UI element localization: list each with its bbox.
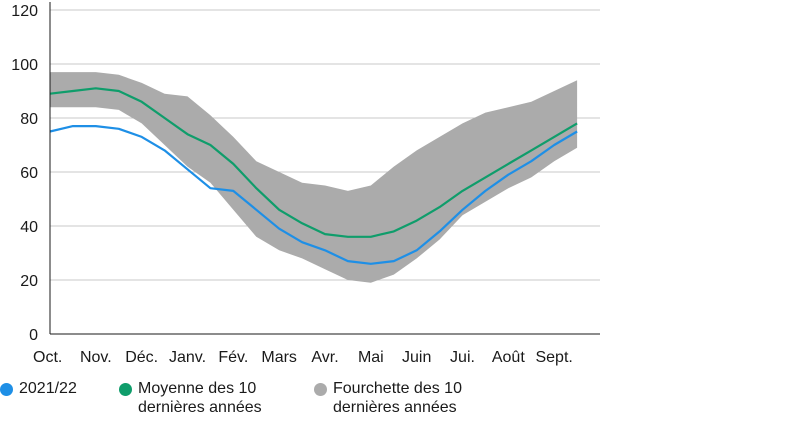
legend-dot-icon (314, 383, 327, 396)
x-tick-label: Août (492, 349, 525, 366)
y-tick-label: 0 (29, 327, 38, 344)
legend-label: 2021/22 (19, 380, 77, 397)
legend-item-fourchette: Fourchette des 10 dernières années (314, 379, 493, 417)
x-tick-label: Juin (402, 349, 431, 366)
x-tick-label: Fév. (218, 349, 248, 366)
legend-dot-icon (119, 383, 132, 396)
x-tick-label: Jui. (450, 349, 475, 366)
y-tick-labels: 0 20 40 60 80 100 120 (11, 3, 38, 344)
series-line-moyenne (49, 87, 578, 238)
x-tick-label: Mai (358, 349, 384, 366)
y-tick-label: 60 (20, 165, 38, 182)
x-tick-label: Oct. (33, 349, 62, 366)
x-tick-label: Déc. (125, 349, 158, 366)
range-band-area (50, 72, 578, 283)
y-tick-label: 40 (20, 219, 38, 236)
legend-dot-icon (0, 383, 13, 396)
x-tick-label: Sept. (535, 349, 572, 366)
x-tick-labels: Oct. Nov. Déc. Janv. Fév. Mars Avr. Mai Juin Jui.… (33, 349, 573, 366)
series-line-2021-22 (49, 125, 578, 265)
y-tick-label: 120 (11, 3, 38, 20)
x-tick-label: Avr. (311, 349, 338, 366)
legend-label: Fourchette des 10 dernières années (333, 380, 462, 416)
axes (49, 2, 600, 335)
legend: 2021/22 Moyenne des 10 dernières années … (0, 379, 800, 424)
chart: 0 20 40 60 80 100 120 Oct. Nov. Déc. Janv. Fév. Mar… (11, 2, 600, 366)
series-lines (49, 87, 578, 265)
x-tick-label: Janv. (169, 349, 206, 366)
y-tick-label: 100 (11, 57, 38, 74)
range-band (50, 72, 578, 283)
y-tick-label: 80 (20, 111, 38, 128)
x-tick-label: Nov. (80, 349, 112, 366)
y-tick-label: 20 (20, 273, 38, 290)
legend-label: Moyenne des 10 dernières années (138, 380, 262, 416)
x-tick-label: Mars (261, 349, 297, 366)
legend-item-2021-22: 2021/22 (0, 379, 77, 398)
legend-item-moyenne: Moyenne des 10 dernières années (119, 379, 298, 417)
